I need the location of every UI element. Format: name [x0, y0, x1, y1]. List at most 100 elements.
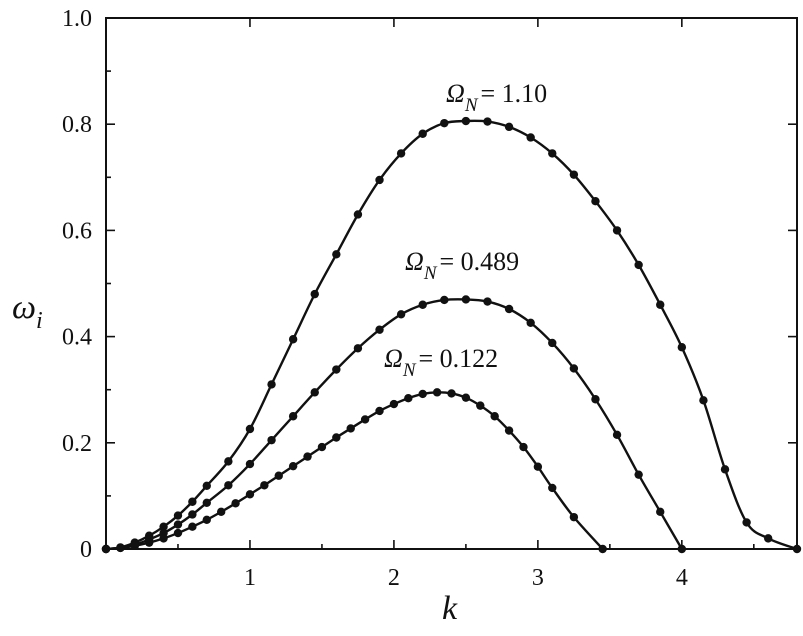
y-tick-label: 0.8 — [62, 112, 92, 138]
series-0-point — [375, 175, 384, 185]
ticks-group: 1 2 3 4 0 0.2 0.4 0.6 0.8 1.0 — [62, 6, 797, 591]
series-2-point — [598, 544, 607, 554]
series-2-point — [389, 399, 399, 409]
series-0-point — [310, 289, 319, 299]
series-0-point — [245, 424, 255, 434]
series-1-point — [548, 338, 557, 348]
series-2-point — [202, 515, 211, 524]
y-tick-label: 0.2 — [62, 431, 92, 457]
series-2-point — [101, 544, 111, 554]
series-2-point — [245, 490, 255, 499]
series-1-point — [418, 300, 427, 309]
series-0-point — [526, 133, 535, 142]
series-0-point — [634, 260, 643, 270]
series-1-point — [504, 304, 514, 314]
series-2-point — [533, 462, 543, 471]
series-0-point — [396, 149, 406, 158]
series-0-point — [764, 534, 773, 543]
x-tick-label: 3 — [532, 565, 544, 591]
series-0-point — [440, 118, 449, 128]
series-1-point — [440, 295, 449, 305]
series-1-point — [375, 325, 384, 334]
series-1-point — [332, 365, 341, 374]
series-0-point — [173, 511, 183, 520]
y-tick-label: 0.6 — [62, 218, 92, 244]
series-2-point — [418, 389, 427, 399]
series-2-point — [490, 412, 499, 421]
series-1-point — [483, 297, 492, 306]
series-1-point — [461, 295, 471, 304]
series-0-point — [353, 210, 363, 219]
series-0-point — [202, 481, 211, 491]
series-2-point — [504, 426, 514, 435]
series-0-point — [461, 116, 471, 126]
series-1-point — [569, 364, 579, 373]
series-1-point — [267, 435, 276, 445]
series-0-point — [677, 343, 687, 352]
series-0-point — [656, 300, 665, 309]
series-2-point — [332, 433, 341, 442]
series-2-point — [317, 442, 327, 452]
series-label-0: ΩN = 1.10 — [446, 79, 547, 116]
series-0-point — [612, 226, 622, 235]
series-2-point — [144, 538, 154, 547]
series-2-point — [288, 461, 298, 471]
series-0-point — [224, 457, 233, 466]
series-0-point — [699, 396, 708, 405]
series-0-point — [418, 129, 427, 138]
series-2-point — [260, 481, 269, 490]
series-2-point — [375, 406, 384, 416]
series-0-point — [288, 335, 298, 344]
series-1-point — [677, 544, 687, 554]
series-0-point — [159, 522, 168, 531]
series-0-point — [483, 117, 492, 126]
series-0-point — [548, 149, 557, 158]
series-2-point — [569, 512, 579, 522]
series-label-1: ΩN = 0.489 — [405, 247, 519, 284]
series-1-point — [526, 318, 535, 327]
series-2-point — [461, 393, 471, 402]
series-1-point — [591, 395, 600, 404]
series-1-point — [202, 498, 211, 508]
series-2-point — [216, 507, 226, 517]
series-2-point — [116, 543, 125, 553]
series-1-point — [612, 430, 622, 440]
series-2-point — [130, 541, 139, 551]
series-2-point — [360, 415, 370, 424]
series-0-point — [591, 196, 600, 206]
series-2-point — [173, 528, 183, 538]
series-0-point — [188, 497, 197, 506]
series-1-point — [288, 412, 298, 421]
series-0-point — [267, 380, 276, 389]
y-tick-label: 0.4 — [62, 325, 92, 351]
series-1-point — [353, 344, 363, 353]
series-1-point — [396, 310, 406, 319]
series-2-point — [188, 522, 197, 531]
series-1-point — [173, 520, 183, 529]
x-tick-label: 1 — [244, 565, 256, 591]
x-axis-label: k — [442, 590, 458, 627]
series-1-point — [245, 459, 255, 469]
series-2-point — [231, 499, 240, 508]
y-axis-label: ωi — [12, 289, 43, 334]
series-2-point — [548, 483, 557, 493]
series-2-point — [404, 393, 413, 403]
series-2-point — [303, 452, 312, 461]
series-2-point — [447, 389, 456, 398]
series-1-point — [634, 470, 643, 479]
series-2-point — [476, 401, 485, 410]
series-1-point — [656, 507, 665, 517]
series-line-2 — [105, 391, 604, 551]
series-2-point — [432, 388, 442, 397]
series-0-point — [720, 465, 730, 474]
series-0-point — [792, 544, 802, 554]
y-tick-label: 0 — [80, 537, 92, 563]
y-tick-label: 1.0 — [62, 6, 92, 32]
series-0-point — [504, 122, 514, 132]
series-2-point — [519, 442, 528, 452]
x-tick-label: 4 — [676, 565, 688, 591]
series-1-point — [188, 510, 197, 519]
series-0-point — [569, 170, 579, 179]
series-0-point — [332, 250, 341, 259]
